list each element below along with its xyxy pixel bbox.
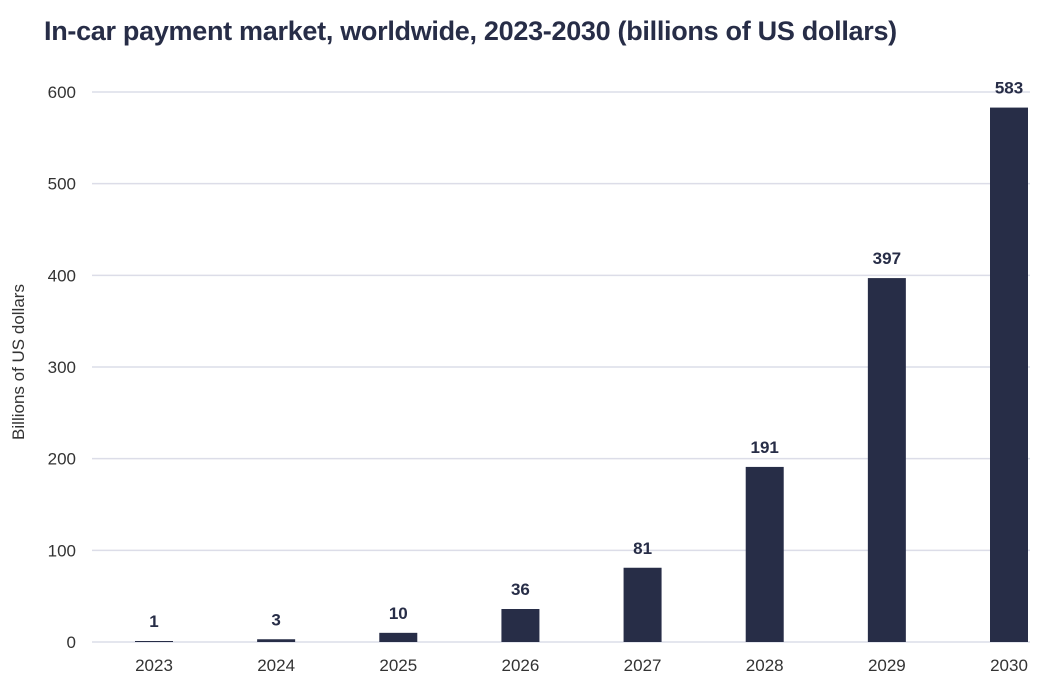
- bar-2026: [501, 609, 540, 642]
- x-tick-label-2027: 2027: [624, 656, 662, 675]
- y-tick-label: 600: [48, 83, 76, 102]
- x-tick-label-2029: 2029: [868, 656, 906, 675]
- y-tick-label: 400: [48, 266, 76, 285]
- data-label-2024: 3: [271, 610, 280, 629]
- x-axis-ticks: 2023 2024 2025 2026 2027 2028 2029 2030: [135, 656, 1028, 675]
- x-tick-label-2026: 2026: [502, 656, 540, 675]
- data-labels: 1 3 10 36 81 191 397 583: [149, 79, 1023, 631]
- x-tick-label-2025: 2025: [379, 656, 417, 675]
- y-tick-label: 200: [48, 450, 76, 469]
- bars: [135, 107, 1028, 643]
- bar-2025: [379, 632, 418, 642]
- data-label-2029: 397: [873, 249, 901, 268]
- x-tick-label-2024: 2024: [257, 656, 295, 675]
- x-tick-label-2028: 2028: [746, 656, 784, 675]
- x-tick-label-2023: 2023: [135, 656, 173, 675]
- y-tick-label: 300: [48, 358, 76, 377]
- y-axis-label: Billions of US dollars: [9, 284, 28, 440]
- x-tick-label-2030: 2030: [990, 656, 1028, 675]
- y-tick-label: 500: [48, 175, 76, 194]
- gridlines: [92, 91, 1030, 643]
- bar-2030: [990, 107, 1028, 643]
- data-label-2027: 81: [633, 539, 652, 558]
- data-label-2023: 1: [149, 612, 158, 631]
- data-label-2030: 583: [995, 79, 1023, 98]
- y-axis-ticks: 0 100 200 300 400 500 600: [48, 83, 76, 652]
- y-tick-label: 100: [48, 541, 76, 560]
- bar-2028: [745, 466, 784, 642]
- y-tick-label: 0: [67, 633, 76, 652]
- bar-2027: [623, 567, 662, 642]
- bar-2029: [867, 278, 906, 642]
- data-label-2025: 10: [389, 604, 408, 623]
- bar-2023: [135, 641, 173, 642]
- data-label-2028: 191: [751, 438, 779, 457]
- data-label-2026: 36: [511, 580, 530, 599]
- bar-2024: [257, 639, 296, 642]
- chart-title: In-car payment market, worldwide, 2023-2…: [44, 16, 897, 46]
